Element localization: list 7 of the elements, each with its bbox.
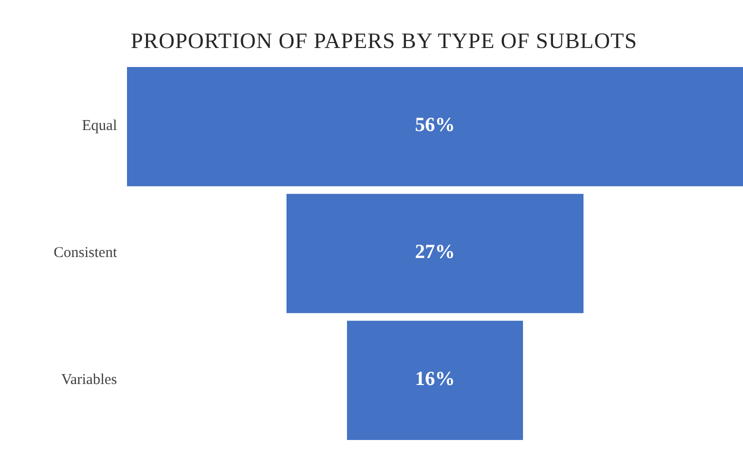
category-label: Equal — [82, 118, 117, 134]
data-label: 16% — [415, 368, 455, 390]
data-label: 56% — [415, 114, 455, 136]
data-label: 27% — [415, 241, 455, 264]
category-label: Consistent — [54, 244, 118, 261]
category-label: Variables — [61, 372, 118, 388]
text: PROPORTION OF PAPERS BY TYPE OF SUBLOTS — [130, 28, 638, 53]
